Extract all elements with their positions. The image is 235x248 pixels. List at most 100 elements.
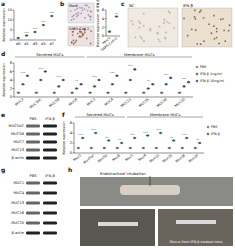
chart: 02468Relative expressionMUC2MUC5ACMUC5BM… (2, 53, 225, 110)
cell (200, 43, 202, 45)
y-tick-label: 2 (70, 141, 72, 145)
mean-line (81, 138, 85, 139)
x-tick-label: MUC15 (138, 97, 150, 108)
y-tick (13, 88, 15, 89)
dot (120, 142, 123, 145)
significance: *** (91, 128, 96, 132)
cell (203, 40, 205, 42)
image-label: NC (129, 3, 135, 8)
cell (73, 15, 75, 17)
y-tick-label: 6 (10, 70, 13, 74)
mean-line (133, 69, 137, 70)
cell (194, 9, 196, 11)
dot (168, 147, 171, 150)
cell (139, 27, 141, 29)
mean-line (194, 148, 198, 149)
cell (139, 22, 141, 24)
dot (178, 91, 181, 94)
cell (77, 12, 79, 14)
blot-row: MUC16 (11, 211, 25, 215)
significance: ** (147, 79, 151, 83)
x-tick-label: MUC16 (156, 97, 168, 108)
cell (84, 8, 86, 10)
cell (141, 38, 143, 40)
x-tick-label: MUC20 (174, 97, 186, 108)
cell (216, 31, 218, 33)
y-tick (13, 20, 15, 21)
significance: *** (164, 73, 169, 77)
chart: 0246Relative expressionMuc2Muc5acMuc5bMu… (62, 113, 220, 165)
mouse (120, 185, 180, 195)
dot (134, 68, 137, 71)
dot (107, 91, 110, 94)
cell (81, 7, 83, 9)
dot (159, 132, 162, 135)
band (43, 222, 57, 225)
mean-line (115, 16, 119, 17)
band (26, 149, 40, 152)
mean-line (178, 92, 182, 93)
cell (173, 27, 175, 29)
x-tick-label: MUC1 (86, 97, 96, 106)
cell (70, 10, 72, 12)
dot (89, 91, 92, 94)
group-label: Secreted MUCs (36, 53, 63, 57)
mean-line (42, 25, 46, 26)
cell (191, 28, 193, 30)
cell (140, 36, 142, 38)
cell (157, 33, 159, 35)
cell (223, 30, 225, 32)
cell (210, 32, 212, 34)
x-tick-label: Muc13 (149, 153, 160, 163)
band (26, 141, 40, 144)
dot (194, 147, 197, 150)
x-tick-label: MUC13 (120, 97, 132, 108)
dot (80, 83, 83, 86)
y-axis (14, 63, 15, 97)
cell (220, 18, 222, 20)
cell (132, 23, 134, 25)
y-tick-label: 5 (10, 28, 12, 32)
mean-line (160, 92, 164, 93)
cell (164, 38, 166, 40)
mean-line (168, 148, 172, 149)
y-tick (73, 143, 75, 144)
mean-line (146, 135, 150, 136)
y-tick-label: 8 (10, 61, 13, 65)
caption: Endotracheal intubation (100, 171, 146, 176)
dot (155, 147, 158, 150)
dot (142, 91, 145, 94)
legend-label: IFN-β (211, 132, 220, 136)
micrograph (182, 8, 232, 47)
x-tick-label: Muc16 (175, 153, 186, 163)
dot (25, 34, 28, 37)
cell (71, 19, 73, 21)
cell (87, 10, 89, 12)
significance: *** (49, 11, 54, 15)
significance: *** (92, 75, 97, 79)
significance: *** (56, 75, 61, 79)
blot-column: PBS (30, 174, 38, 178)
blot-row: MUC13 (11, 148, 24, 152)
mean-line (106, 92, 110, 93)
dot (129, 147, 132, 150)
dot (111, 83, 114, 86)
mean-line (169, 77, 173, 78)
dot (17, 91, 20, 94)
significance: *** (21, 71, 26, 75)
mean-line (111, 84, 115, 85)
cell (143, 25, 145, 27)
image-label: Mock (69, 4, 78, 8)
mean-line (97, 80, 101, 81)
cell (77, 33, 79, 35)
cell (79, 31, 81, 33)
y-tick-label: 15 (7, 8, 12, 12)
panel-label: b (60, 0, 65, 7)
cell (165, 31, 167, 33)
mean-line (52, 92, 56, 93)
mean-line (159, 133, 163, 134)
significance: *** (38, 67, 43, 71)
dot (108, 30, 111, 33)
cell (89, 16, 91, 18)
dot (198, 142, 201, 145)
